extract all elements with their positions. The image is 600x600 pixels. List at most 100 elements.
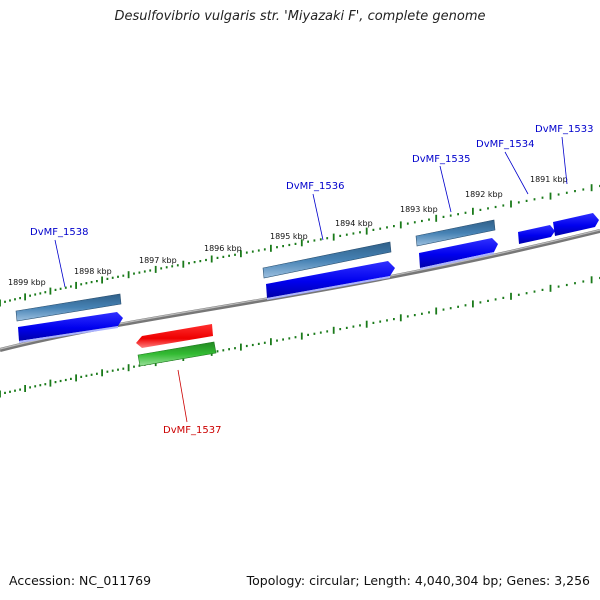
scale-ring-outer bbox=[0, 184, 600, 307]
scale-tick-major bbox=[240, 250, 242, 258]
scale-tick-minor bbox=[251, 343, 254, 347]
scale-tick-major bbox=[0, 390, 1, 398]
scale-tick-major bbox=[472, 300, 474, 308]
scale-tick-major bbox=[75, 374, 77, 382]
scale-tick-minor bbox=[111, 276, 114, 279]
scale-tick-minor bbox=[494, 205, 497, 209]
feature-dvmf-1536[interactable] bbox=[262, 241, 395, 300]
leader-dvmf-1535 bbox=[439, 165, 452, 213]
scale-tick-minor bbox=[449, 214, 452, 217]
scale-tick-minor bbox=[106, 277, 109, 280]
scale-label-1896: 1896 kbp bbox=[204, 244, 242, 253]
scale-tick-minor bbox=[111, 369, 114, 372]
scale-tick-minor bbox=[339, 328, 342, 331]
scale-tick-minor bbox=[294, 242, 297, 245]
scale-tick-minor bbox=[313, 239, 316, 242]
scale-tick-minor bbox=[80, 283, 83, 286]
scale-tick-minor bbox=[234, 253, 236, 256]
scale-tick-major bbox=[49, 287, 52, 295]
scale-tick-minor bbox=[263, 341, 266, 344]
leader-dvmf-1533 bbox=[561, 136, 568, 185]
scale-tick-minor bbox=[122, 367, 125, 370]
label-dvmf-1537[interactable]: DvMF_1537 bbox=[163, 425, 221, 436]
scale-tick-minor bbox=[64, 286, 67, 289]
leader-dvmf-1538 bbox=[54, 239, 66, 288]
scale-tick-minor bbox=[282, 245, 284, 248]
scale-tick-minor bbox=[216, 350, 219, 353]
label-dvmf-1534[interactable]: DvMF_1534 bbox=[476, 139, 534, 150]
scale-tick-major bbox=[127, 271, 130, 279]
scale-tick-minor bbox=[449, 307, 452, 310]
scale-tick-minor bbox=[413, 314, 416, 317]
scale-tick-major bbox=[24, 385, 26, 392]
scale-tick-minor bbox=[352, 232, 355, 235]
map-title: Desulfovibrio vulgaris str. 'Miyazaki F'… bbox=[114, 9, 486, 24]
scale-tick-minor bbox=[502, 296, 505, 299]
scale-tick-minor bbox=[257, 342, 260, 345]
scale-tick-minor bbox=[294, 336, 297, 339]
scale-tick-minor bbox=[386, 319, 388, 322]
scale-tick-minor bbox=[582, 188, 585, 191]
scale-tick-minor bbox=[133, 272, 135, 275]
scale-tick-minor bbox=[487, 299, 489, 302]
scale-tick-minor bbox=[393, 318, 395, 321]
leader-dvmf-1536 bbox=[312, 193, 324, 241]
scale-tick-minor bbox=[541, 196, 544, 199]
scale-tick-minor bbox=[34, 385, 37, 388]
scale-tick-minor bbox=[29, 386, 31, 389]
scale-tick-major bbox=[365, 320, 368, 328]
leader-dvmf-1534 bbox=[504, 151, 529, 195]
feature-dvmf-1533[interactable] bbox=[553, 213, 599, 236]
scale-tick-minor bbox=[326, 330, 329, 333]
scale-tick-minor bbox=[574, 190, 576, 193]
scale-tick-minor bbox=[494, 298, 497, 301]
scale-tick-minor bbox=[54, 381, 57, 384]
scale-tick-minor bbox=[406, 315, 409, 318]
scale-tick-minor bbox=[14, 389, 16, 392]
scale-tick-minor bbox=[143, 270, 146, 273]
scale-tick-minor bbox=[557, 285, 560, 288]
scale-tick-minor bbox=[228, 348, 230, 351]
feature-dvmf-1537[interactable] bbox=[136, 324, 217, 367]
scale-tick-major bbox=[127, 364, 130, 372]
feature-dvmf-1534[interactable] bbox=[518, 225, 555, 244]
scale-tick-minor bbox=[44, 291, 47, 294]
scale-tick-minor bbox=[464, 211, 467, 214]
scale-tick-minor bbox=[533, 290, 536, 293]
label-dvmf-1536[interactable]: DvMF_1536 bbox=[286, 181, 344, 192]
scale-tick-major bbox=[435, 214, 438, 222]
scale-tick-major bbox=[549, 192, 552, 200]
scale-tick-minor bbox=[54, 288, 57, 291]
scale-tick-minor bbox=[14, 298, 16, 301]
scale-tick-minor bbox=[307, 240, 309, 243]
topology-text: Topology: circular; Length: 4,040,304 bp… bbox=[246, 573, 590, 588]
scale-tick-minor bbox=[276, 246, 278, 249]
scale-tick-minor bbox=[276, 339, 278, 342]
scale-tick-minor bbox=[245, 344, 248, 348]
scale-tick-minor bbox=[487, 207, 489, 210]
scale-tick-major bbox=[365, 227, 368, 235]
scale-tick-minor bbox=[372, 228, 375, 231]
scale-label-1894: 1894 kbp bbox=[335, 219, 373, 228]
scale-tick-major bbox=[270, 338, 272, 346]
label-dvmf-1533[interactable]: DvMF_1533 bbox=[535, 124, 593, 135]
scale-label-1891: 1891 kbp bbox=[530, 175, 568, 184]
scale-tick-major bbox=[549, 284, 552, 292]
feature-dvmf-1535[interactable] bbox=[415, 219, 498, 270]
feature-dvmf-1538[interactable] bbox=[15, 293, 123, 343]
scale-tick-minor bbox=[345, 326, 348, 329]
scale-tick-minor bbox=[222, 349, 225, 352]
scale-label-1899: 1899 kbp bbox=[8, 278, 46, 287]
scale-tick-minor bbox=[70, 377, 72, 380]
scale-tick-minor bbox=[565, 191, 568, 194]
scale-tick-major bbox=[399, 221, 402, 229]
label-dvmf-1535[interactable]: DvMF_1535 bbox=[412, 154, 470, 165]
scale-tick-minor bbox=[188, 262, 190, 265]
scale-tick-major bbox=[182, 260, 185, 268]
scale-tick-minor bbox=[533, 198, 536, 201]
scale-tick-minor bbox=[251, 250, 254, 253]
scale-tick-minor bbox=[176, 264, 179, 267]
scale-tick-major bbox=[75, 281, 77, 289]
label-dvmf-1538[interactable]: DvMF_1538 bbox=[30, 227, 88, 238]
